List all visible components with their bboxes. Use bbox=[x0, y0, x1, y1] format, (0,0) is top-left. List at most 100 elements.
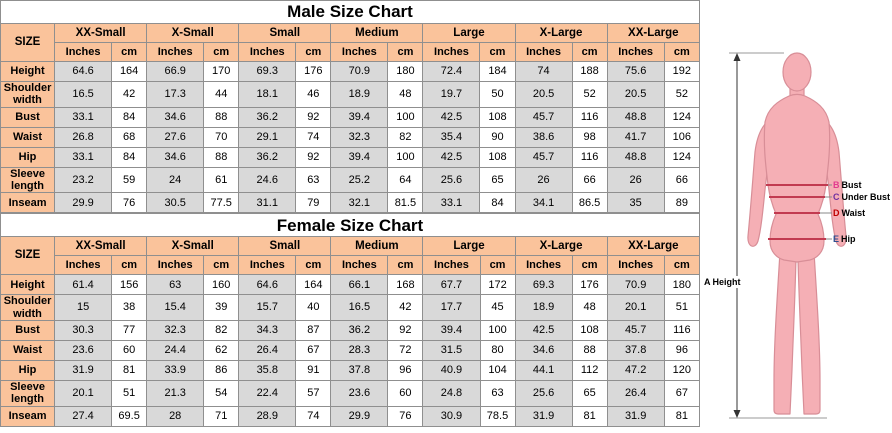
value-cell: 20.5 bbox=[606, 81, 665, 108]
size-column-header: Large bbox=[422, 23, 516, 43]
size-column-header: Medium bbox=[330, 23, 424, 43]
value-cell: 34.6 bbox=[514, 339, 573, 361]
value-cell: 116 bbox=[571, 146, 608, 168]
value-cell: 51 bbox=[111, 379, 148, 407]
size-column-header: X-Large bbox=[514, 23, 608, 43]
value-cell: 69.3 bbox=[238, 61, 297, 82]
value-cell: 124 bbox=[663, 146, 701, 168]
value-cell: 120 bbox=[663, 359, 701, 381]
value-cell: 32.3 bbox=[146, 319, 205, 341]
value-cell: 92 bbox=[295, 106, 332, 128]
value-cell: 66.1 bbox=[330, 274, 389, 296]
value-cell: 184 bbox=[479, 61, 516, 82]
row-label: Hip bbox=[0, 146, 56, 168]
value-cell: 24 bbox=[146, 166, 205, 194]
unit-header: cm bbox=[203, 255, 240, 276]
table-row: Shoulder width 16.5 42 17.3 44 18.1 46 18.9 48 19… bbox=[0, 81, 701, 108]
value-cell: 170 bbox=[203, 61, 240, 82]
value-cell: 65 bbox=[479, 166, 516, 194]
value-cell: 33.1 bbox=[54, 106, 113, 128]
torso bbox=[763, 93, 831, 263]
value-cell: 26.4 bbox=[606, 379, 665, 407]
value-cell: 77.5 bbox=[203, 192, 240, 214]
value-cell: 34.1 bbox=[514, 192, 573, 214]
under-bust-label: C Under Bust bbox=[833, 192, 890, 202]
value-cell: 92 bbox=[295, 146, 332, 168]
value-cell: 176 bbox=[571, 274, 608, 296]
hip-letter-marker: E bbox=[833, 234, 839, 244]
value-cell: 176 bbox=[295, 61, 332, 82]
value-cell: 63 bbox=[479, 379, 516, 407]
body-measurement-figure: A Height B Bust C Under Bust D Waist E Hip bbox=[702, 52, 890, 419]
value-cell: 19.7 bbox=[422, 81, 481, 108]
value-cell: 37.8 bbox=[606, 339, 665, 361]
female-chart-title: Female Size Chart bbox=[0, 213, 700, 238]
value-cell: 25.6 bbox=[422, 166, 481, 194]
table-row: Waist 26.8 68 27.6 70 29.1 74 32.3 82 35.4 90 38.6 9… bbox=[0, 126, 701, 148]
value-cell: 39 bbox=[203, 294, 240, 321]
height-letter-marker: A bbox=[704, 277, 711, 287]
value-cell: 36.2 bbox=[330, 319, 389, 341]
value-cell: 82 bbox=[203, 319, 240, 341]
unit-header: Inches bbox=[54, 255, 113, 276]
value-cell: 26 bbox=[606, 166, 665, 194]
value-cell: 63 bbox=[146, 274, 205, 296]
row-label: Height bbox=[0, 274, 56, 296]
value-cell: 18.9 bbox=[514, 294, 573, 321]
unit-header: Inches bbox=[422, 255, 481, 276]
value-cell: 29.9 bbox=[330, 405, 389, 427]
value-cell: 72.4 bbox=[422, 61, 481, 82]
unit-header: Inches bbox=[54, 42, 113, 62]
value-cell: 33.1 bbox=[422, 192, 481, 214]
head bbox=[782, 52, 812, 92]
value-cell: 52 bbox=[571, 81, 608, 108]
value-cell: 35.4 bbox=[422, 126, 481, 148]
value-cell: 29.9 bbox=[54, 192, 113, 214]
unit-header: cm bbox=[111, 255, 148, 276]
size-column-header: Large bbox=[422, 236, 516, 257]
value-cell: 18.1 bbox=[238, 81, 297, 108]
size-charts: Male Size Chart SIZE XX-Small X-Small Small M… bbox=[0, 0, 701, 427]
value-cell: 96 bbox=[663, 339, 701, 361]
value-cell: 48 bbox=[571, 294, 608, 321]
row-label: Height bbox=[0, 61, 56, 82]
value-cell: 100 bbox=[479, 319, 516, 341]
value-cell: 160 bbox=[203, 274, 240, 296]
value-cell: 67.7 bbox=[422, 274, 481, 296]
value-cell: 66.9 bbox=[146, 61, 205, 82]
value-cell: 34.6 bbox=[146, 146, 205, 168]
size-column-header: Small bbox=[238, 236, 332, 257]
value-cell: 108 bbox=[571, 319, 608, 341]
value-cell: 23.6 bbox=[54, 339, 113, 361]
value-cell: 156 bbox=[111, 274, 148, 296]
value-cell: 40.9 bbox=[422, 359, 481, 381]
under-bust-letter-marker: C bbox=[833, 192, 840, 202]
value-cell: 26.8 bbox=[54, 126, 113, 148]
value-cell: 24.4 bbox=[146, 339, 205, 361]
unit-header: Inches bbox=[238, 255, 297, 276]
value-cell: 48 bbox=[387, 81, 424, 108]
value-cell: 26 bbox=[514, 166, 573, 194]
size-column-header: X-Small bbox=[146, 23, 240, 43]
size-column-header: Small bbox=[238, 23, 332, 43]
value-cell: 34.3 bbox=[238, 319, 297, 341]
unit-header: Inches bbox=[606, 42, 665, 62]
value-cell: 61.4 bbox=[54, 274, 113, 296]
value-cell: 37.8 bbox=[330, 359, 389, 381]
value-cell: 33.9 bbox=[146, 359, 205, 381]
table-row: Waist 23.6 60 24.4 62 26.4 67 28.3 72 31.5 80 34.6 8… bbox=[0, 339, 701, 361]
value-cell: 15.7 bbox=[238, 294, 297, 321]
unit-header: cm bbox=[387, 42, 424, 62]
unit-header: Inches bbox=[238, 42, 297, 62]
value-cell: 28 bbox=[146, 405, 205, 427]
value-cell: 42 bbox=[387, 294, 424, 321]
value-cell: 87 bbox=[295, 319, 332, 341]
value-cell: 64.6 bbox=[238, 274, 297, 296]
value-cell: 45 bbox=[479, 294, 516, 321]
value-cell: 38.6 bbox=[514, 126, 573, 148]
value-cell: 30.9 bbox=[422, 405, 481, 427]
figure-panel: A Height B Bust C Under Bust D Waist E Hip bbox=[702, 0, 892, 428]
value-cell: 42.5 bbox=[422, 146, 481, 168]
value-cell: 27.4 bbox=[54, 405, 113, 427]
value-cell: 75.6 bbox=[606, 61, 665, 82]
